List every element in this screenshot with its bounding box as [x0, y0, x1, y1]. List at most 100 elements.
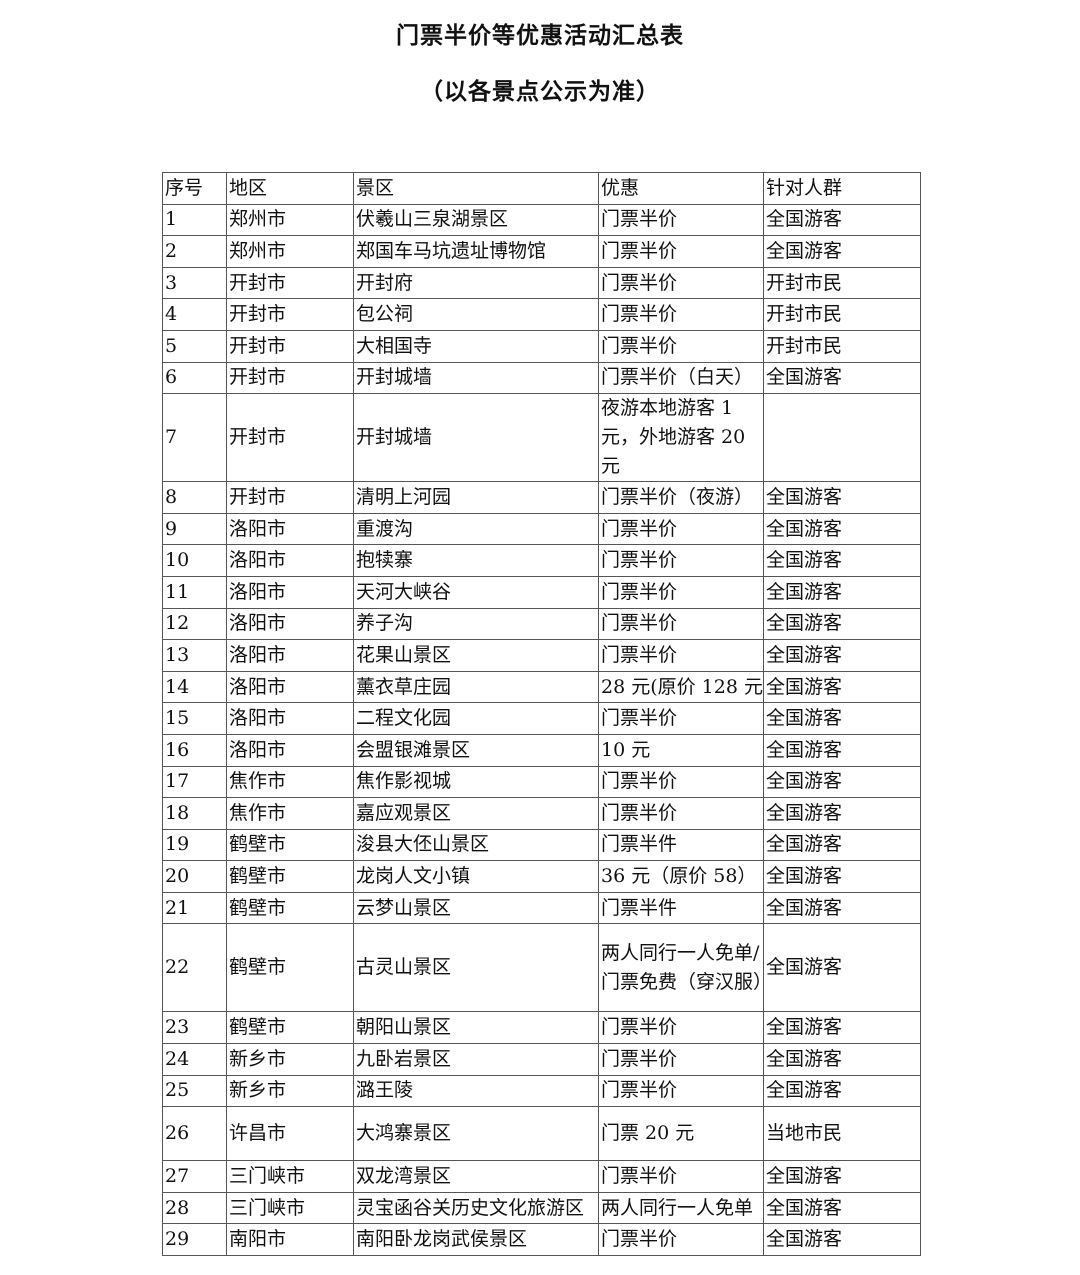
- cell-target-group: 全国游客: [763, 512, 921, 546]
- cell-target-group: 全国游客: [763, 203, 921, 237]
- table-row: 27 三门峡市 双龙湾景区 门票半价 全国游客: [162, 1160, 921, 1193]
- table-row: 8 开封市 清明上河园 门票半价（夜游） 全国游客: [162, 481, 921, 514]
- cell-discount: 夜游本地游客 1 元，外地游客 20 元: [598, 393, 764, 483]
- table-row: 14 洛阳市 薰衣草庄园 28 元(原价 128 元) 全国游客: [162, 670, 921, 704]
- cell-row-number: 8: [162, 481, 227, 514]
- cell-target-group: 全国游客: [763, 1011, 921, 1045]
- cell-region: 洛阳市: [226, 702, 354, 735]
- cell-discount: 门票半价: [598, 607, 764, 641]
- cell-region: 洛阳市: [226, 607, 354, 641]
- table-row: 21 鹤壁市 云梦山景区 门票半件 全国游客: [162, 891, 921, 925]
- cell-row-number: 1: [162, 203, 227, 237]
- cell-discount: 门票半价（白天）: [598, 361, 764, 395]
- table-row: 7 开封市 开封城墙 夜游本地游客 1 元，外地游客 20 元: [162, 393, 921, 483]
- cell-scenic-spot: 嘉应观景区: [353, 797, 599, 830]
- cell-row-number: 13: [162, 639, 227, 672]
- cell-scenic-spot: 清明上河园: [353, 481, 599, 514]
- cell-row-number: 23: [162, 1011, 227, 1045]
- cell-discount: 门票 20 元: [598, 1106, 764, 1162]
- cell-scenic-spot: 二程文化园: [353, 702, 599, 735]
- cell-target-group: 全国游客: [763, 891, 921, 925]
- cell-region: 洛阳市: [226, 544, 354, 577]
- cell-region: 郑州市: [226, 203, 354, 237]
- cell-target-group: 全国游客: [763, 361, 921, 395]
- cell-target-group: 全国游客: [763, 702, 921, 735]
- cell-target-group: 开封市民: [763, 266, 921, 300]
- cell-discount: 门票半价: [598, 266, 764, 300]
- cell-row-number: 22: [162, 923, 227, 1013]
- cell-discount: 门票半价: [598, 639, 764, 672]
- cell-scenic-spot: 伏羲山三泉湖景区: [353, 203, 599, 237]
- cell-scenic-spot: 开封城墙: [353, 361, 599, 395]
- cell-region: 南阳市: [226, 1223, 354, 1257]
- table-row: 23 鹤壁市 朝阳山景区 门票半价 全国游客: [162, 1011, 921, 1045]
- table-row: 17 焦作市 焦作影视城 门票半价 全国游客: [162, 765, 921, 799]
- cell-row-number: 29: [162, 1223, 227, 1257]
- cell-region: 郑州市: [226, 235, 354, 268]
- cell-scenic-spot: 郑国车马坑遗址博物馆: [353, 235, 599, 268]
- cell-scenic-spot: 南阳卧龙岗武侯景区: [353, 1223, 599, 1257]
- cell-row-number: 14: [162, 670, 227, 704]
- cell-scenic-spot: 焦作影视城: [353, 765, 599, 799]
- cell-scenic-spot: 大鸿寨景区: [353, 1106, 599, 1162]
- header-cell: 针对人群: [763, 172, 921, 205]
- cell-discount: 门票半价: [598, 1011, 764, 1045]
- cell-discount: 门票半价: [598, 544, 764, 577]
- table-row: 16 洛阳市 会盟银滩景区 10 元全国游客: [162, 733, 921, 767]
- header-cell: 景区: [353, 172, 599, 205]
- document-title: 门票半价等优惠活动汇总表: [396, 22, 684, 49]
- cell-row-number: 25: [162, 1074, 227, 1108]
- cell-scenic-spot: 包公祠: [353, 298, 599, 331]
- cell-discount: 两人同行一人免单: [598, 1191, 764, 1225]
- table-row: 26 许昌市 大鸿寨景区 门票 20 元当地市民: [162, 1106, 921, 1162]
- document-subtitle: （以各景点公示为准）: [420, 78, 660, 105]
- cell-row-number: 4: [162, 298, 227, 331]
- cell-target-group: 全国游客: [763, 607, 921, 641]
- cell-scenic-spot: 浚县大伾山景区: [353, 828, 599, 862]
- table-row: 25 新乡市 潞王陵 门票半价 全国游客: [162, 1074, 921, 1108]
- cell-row-number: 12: [162, 607, 227, 641]
- cell-target-group: 全国游客: [763, 860, 921, 893]
- cell-discount: 门票半价: [598, 329, 764, 363]
- cell-discount: 门票半价: [598, 1074, 764, 1108]
- cell-scenic-spot: 薰衣草庄园: [353, 670, 599, 704]
- cell-scenic-spot: 会盟银滩景区: [353, 733, 599, 767]
- cell-target-group: 开封市民: [763, 329, 921, 363]
- cell-discount: 门票半件: [598, 828, 764, 862]
- discount-table: 序号 地区 景区 优惠 针对人群 1 郑州市 伏羲山三泉湖景区 门票半价 全国游客 2 郑州…: [162, 172, 921, 1257]
- cell-row-number: 2: [162, 235, 227, 268]
- cell-discount: 10 元: [598, 733, 764, 767]
- cell-scenic-spot: 朝阳山景区: [353, 1011, 599, 1045]
- cell-scenic-spot: 龙岗人文小镇: [353, 860, 599, 893]
- cell-row-number: 17: [162, 765, 227, 799]
- cell-region: 鹤壁市: [226, 891, 354, 925]
- cell-region: 三门峡市: [226, 1160, 354, 1193]
- cell-region: 鹤壁市: [226, 923, 354, 1013]
- cell-region: 开封市: [226, 361, 354, 395]
- cell-discount: 门票半价: [598, 1160, 764, 1193]
- cell-region: 焦作市: [226, 797, 354, 830]
- table-row: 19 鹤壁市 浚县大伾山景区 门票半件 全国游客: [162, 828, 921, 862]
- header-cell: 优惠: [598, 172, 764, 205]
- cell-target-group: 全国游客: [763, 828, 921, 862]
- table-row: 2 郑州市 郑国车马坑遗址博物馆 门票半价 全国游客: [162, 235, 921, 268]
- cell-target-group: 全国游客: [763, 544, 921, 577]
- cell-scenic-spot: 花果山景区: [353, 639, 599, 672]
- cell-row-number: 15: [162, 702, 227, 735]
- cell-discount: 门票半件: [598, 891, 764, 925]
- cell-target-group: 全国游客: [763, 797, 921, 830]
- table-row: 4 开封市 包公祠 门票半价 开封市民: [162, 298, 921, 331]
- cell-scenic-spot: 开封城墙: [353, 393, 599, 483]
- cell-row-number: 19: [162, 828, 227, 862]
- cell-row-number: 10: [162, 544, 227, 577]
- cell-region: 鹤壁市: [226, 860, 354, 893]
- table-row: 13 洛阳市 花果山景区 门票半价 全国游客: [162, 639, 921, 672]
- cell-region: 开封市: [226, 298, 354, 331]
- cell-discount: 门票半价: [598, 235, 764, 268]
- cell-scenic-spot: 双龙湾景区: [353, 1160, 599, 1193]
- cell-region: 开封市: [226, 393, 354, 483]
- cell-region: 开封市: [226, 266, 354, 300]
- table-row: 11 洛阳市 天河大峡谷 门票半价 全国游客: [162, 575, 921, 609]
- cell-target-group: 全国游客: [763, 481, 921, 514]
- cell-row-number: 28: [162, 1191, 227, 1225]
